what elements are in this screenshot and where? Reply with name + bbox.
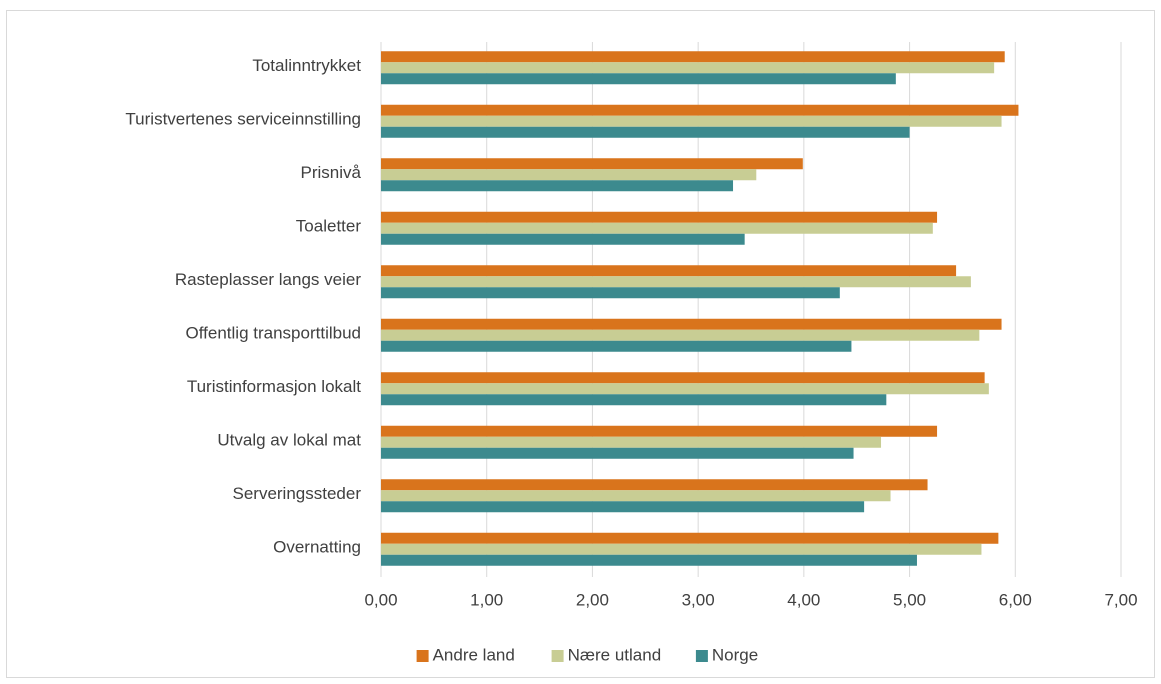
bar [381, 490, 891, 502]
y-tick-label: Toaletter [296, 217, 362, 236]
legend-swatch [416, 650, 429, 662]
x-tick-label: 0,00 [364, 590, 397, 609]
bar [381, 211, 938, 223]
x-tick-label: 5,00 [893, 590, 926, 609]
x-tick-label: 4,00 [787, 590, 820, 609]
bar [381, 554, 917, 566]
bar [381, 287, 840, 299]
bar [381, 436, 882, 448]
bar [381, 73, 896, 85]
bar [381, 447, 854, 459]
bar [381, 158, 803, 170]
x-tick-label: 2,00 [576, 590, 609, 609]
legend-label: Nære utland [568, 645, 662, 664]
y-tick-label: Turistinformasjon lokalt [187, 377, 361, 396]
y-tick-label: Utvalg av lokal mat [217, 431, 361, 450]
bar [381, 62, 995, 74]
legend-label: Andre land [433, 645, 515, 664]
bar [381, 104, 1019, 116]
x-tick-label: 1,00 [470, 590, 503, 609]
bar [381, 394, 887, 406]
bar [381, 265, 957, 277]
y-tick-label: Offentlig transporttilbud [186, 324, 361, 343]
legend-label: Norge [712, 645, 758, 664]
bar [381, 372, 985, 384]
bar [381, 543, 982, 555]
bar [381, 169, 757, 181]
bar [381, 340, 852, 352]
bar [381, 479, 928, 491]
x-tick-label: 3,00 [682, 590, 715, 609]
bar [381, 383, 989, 395]
y-tick-label: Serveringssteder [232, 484, 361, 503]
y-tick-label: Turistvertenes serviceinnstilling [125, 110, 361, 129]
bar [381, 115, 1002, 127]
y-tick-label: Overnatting [273, 538, 361, 557]
bar [381, 276, 971, 288]
bar [381, 532, 999, 544]
x-tick-label: 7,00 [1104, 590, 1137, 609]
y-tick-label: Totalinntrykket [252, 56, 361, 75]
bar [381, 233, 745, 245]
y-tick-label: Prisnivå [301, 163, 362, 182]
legend-swatch [551, 650, 564, 662]
bar [381, 126, 910, 138]
bar [381, 329, 980, 341]
y-tick-label: Rasteplasser langs veier [175, 270, 361, 289]
bar [381, 180, 734, 192]
x-tick-label: 6,00 [999, 590, 1032, 609]
bar [381, 222, 933, 234]
bar [381, 501, 865, 513]
legend-swatch [695, 650, 708, 662]
bar [381, 318, 1002, 330]
bar [381, 51, 1005, 63]
bar [381, 425, 938, 437]
